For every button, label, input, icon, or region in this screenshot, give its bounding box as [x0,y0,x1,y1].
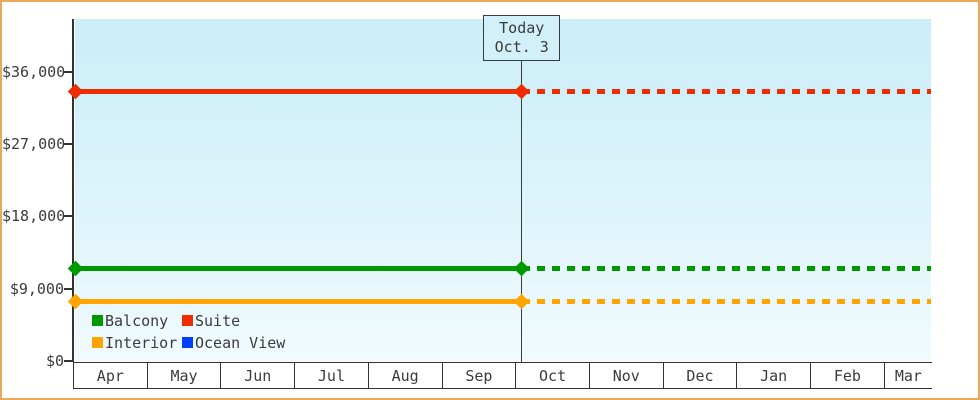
plot-area [75,19,931,361]
today-date: Oct. 3 [494,38,549,56]
y-tick-mark [64,287,72,290]
series-line-dotted-balcony [521,266,931,272]
month-cell-jul: Jul [295,363,369,388]
legend: Balcony Suite Interior Ocean View [92,311,286,352]
series-line-solid-interior [75,298,522,304]
legend-label: Suite [195,311,241,330]
legend-swatch-icon [92,337,103,348]
x-axis-month-row: Apr May Jun Jul Aug Sep Oct Nov Dec Jan Feb Mar [73,362,932,389]
legend-swatch-icon [182,315,193,326]
series-line-dotted-suite [521,89,931,95]
y-tick-label: $0 [45,352,64,370]
y-tick-label: $18,000 [2,207,66,226]
legend-swatch-icon [182,337,193,348]
legend-item-interior: Interior [92,333,182,352]
month-cell-nov: Nov [590,363,664,388]
month-cell-mar: Mar [894,366,922,385]
y-axis [72,19,74,362]
month-cell-aug: Aug [369,363,443,388]
legend-label: Balcony [105,311,169,330]
legend-label: Interior [105,333,178,352]
today-line [520,60,523,362]
series-line-solid-suite [75,89,522,95]
y-tick-mark [64,142,72,145]
month-cell-oct: Oct [516,363,590,388]
month-cell-feb: Feb [811,363,885,388]
month-cell-jun: Jun [221,363,296,388]
legend-swatch-icon [92,315,103,326]
y-tick-mark [64,215,72,218]
month-cell-may: May [148,363,222,388]
today-label: Today [499,19,545,37]
legend-item-balcony: Balcony [92,311,182,330]
month-cell-dec: Dec [664,363,738,388]
month-cell-jan: Jan [737,363,812,388]
y-tick-mark [64,360,72,362]
month-cell-sep: Sep [443,363,517,388]
month-cell-apr: Apr [74,363,148,388]
legend-label: Ocean View [195,333,286,352]
today-annotation: Today Oct. 3 [483,15,561,61]
legend-item-ocean-view: Ocean View [182,333,286,352]
series-line-dotted-interior [521,298,931,304]
y-tick-label: $9,000 [9,279,64,298]
legend-item-suite: Suite [182,311,285,330]
series-line-solid-balcony [75,266,522,272]
y-tick-mark [64,70,72,73]
y-tick-label: $36,000 [2,62,66,81]
y-tick-label: $27,000 [2,134,66,153]
